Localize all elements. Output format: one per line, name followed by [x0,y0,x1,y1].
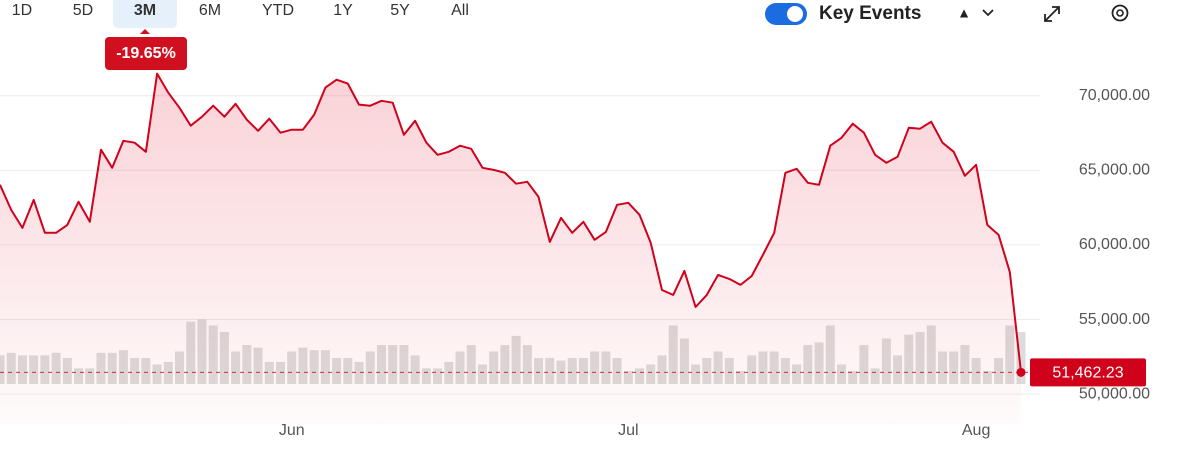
change-label: -19.65% [116,45,176,62]
y-tick-label: 50,000.00 [1079,385,1150,402]
last-price-label: 51,462.23 [1052,365,1123,382]
range-button[interactable]: 5Y [390,2,410,19]
area [0,73,1021,424]
range-button[interactable]: 3M [134,2,156,19]
settings-icon[interactable] [1111,4,1129,22]
x-tick-label: Aug [962,422,990,439]
range-button[interactable]: YTD [262,2,294,19]
price-line [0,72,1022,373]
last-price-box [1030,358,1146,387]
y-tick-label: 55,000.00 [1079,311,1150,328]
range-selected-bg [113,0,177,28]
toolbar: ▲ 1D 5D 3M 6M YTD 1Y 5Y All -19.65% Key Events [12,0,1129,70]
range-button[interactable]: 6M [199,2,221,19]
x-tick-label: Jul [618,422,638,439]
y-tick-label: 65,000.00 [1079,162,1150,179]
y-tick-label: 70,000.00 [1079,87,1150,104]
range-button[interactable]: 1Y [333,2,353,19]
y-tick-label: 60,000.00 [1079,236,1150,253]
range-pointer [140,29,150,34]
chart-type-icon[interactable]: ▲ [957,5,971,21]
change-badge [105,37,187,70]
key-events-label: Key Events [819,3,921,24]
last-point [1016,367,1026,377]
range-button[interactable]: 5D [73,2,93,19]
toggle-knob [787,6,803,22]
range-button[interactable]: All [451,2,469,19]
fullscreen-icon[interactable] [1044,6,1060,22]
volume-bar [1016,332,1026,384]
range-button[interactable]: 1D [12,2,32,19]
chart-type-chevron[interactable] [982,9,994,17]
x-tick-label: Jun [279,422,305,439]
area-layer [0,72,1022,424]
